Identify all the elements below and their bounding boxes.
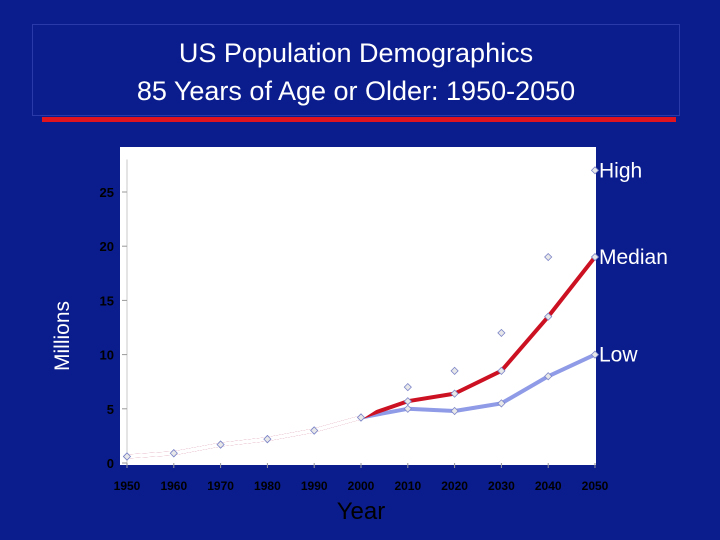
title-box: US Population Demographics 85 Years of A… [32,24,680,116]
x-tick-label: 1950 [114,479,141,493]
title-underline [42,117,676,122]
data-point-high [122,452,132,461]
series-line-low [125,352,597,459]
data-point-high [450,366,459,375]
x-tick-label: 2050 [582,479,609,493]
x-tick-label: 2030 [488,479,515,493]
x-tick-label: 1960 [160,479,187,493]
data-point-median [590,252,600,262]
series-line-median [125,255,597,459]
y-tick-label: 15 [100,293,114,308]
data-point-median [544,312,553,321]
data-point-high [263,435,272,444]
series-label-high: High [599,159,642,182]
data-point-low [450,406,459,416]
y-tick-label: 20 [100,239,114,254]
data-point-high [497,328,506,338]
series-label-low: Low [599,344,638,367]
data-point-low [497,399,506,408]
x-tick-label: 1980 [254,479,281,493]
y-tick-label: 5 [107,402,114,417]
x-axis-label: Year [336,498,386,525]
series-label-median: Median [599,246,668,269]
data-point-low [544,372,553,381]
data-point-high [544,252,553,262]
x-tick-label: 2010 [394,479,421,493]
data-point-low [403,404,412,413]
data-point-median [403,397,412,406]
data-point-high [356,413,366,422]
y-axis-label: Millions [51,300,74,372]
x-tick-label: 1970 [207,479,234,493]
chart-title-line-2: 85 Years of Age or Older: 1950-2050 [136,76,576,106]
x-tick-label: 2020 [441,479,468,493]
x-tick-label: 2000 [348,479,375,493]
y-tick-label: 25 [100,185,114,200]
data-point-high [403,383,412,392]
x-tick-label: 1990 [301,479,328,493]
data-point-median [450,389,459,398]
data-point-median [497,366,506,375]
data-point-high [590,166,600,175]
y-tick-label: 10 [100,348,114,363]
y-tick-label: 0 [107,456,114,471]
chart-title-line-1: US Population Demographics [178,38,534,68]
x-tick-label: 2040 [535,479,562,493]
data-point-low [590,350,600,359]
data-point-high [216,440,225,449]
data-point-high [169,449,178,458]
data-point-high [310,426,319,435]
